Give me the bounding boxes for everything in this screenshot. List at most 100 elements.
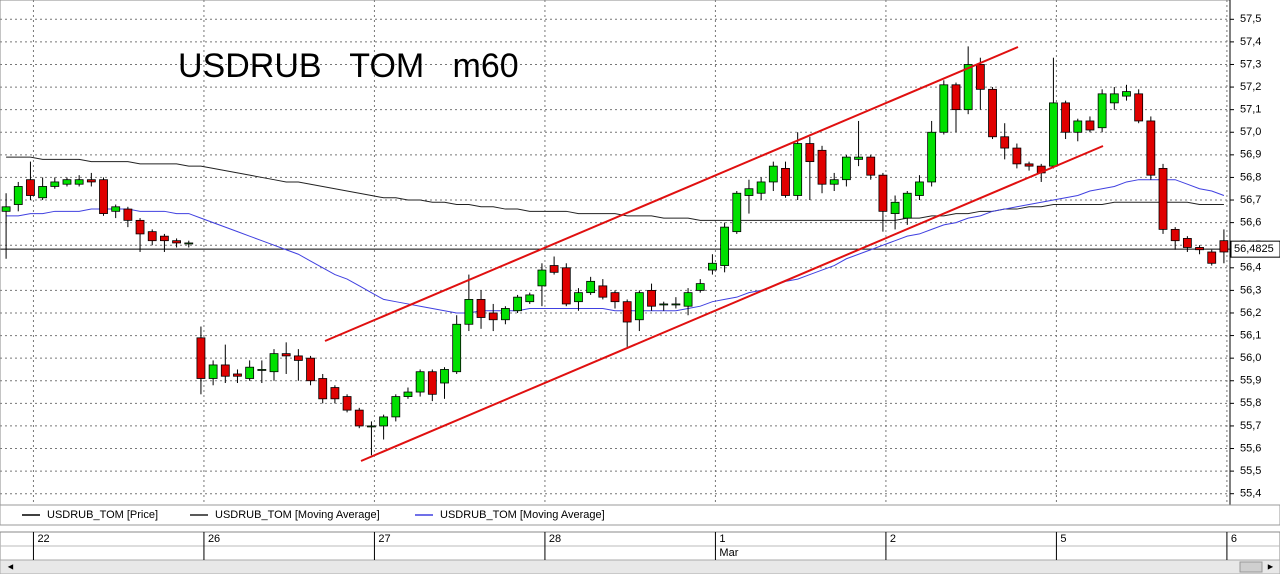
- candle-body: [86, 179, 96, 183]
- candle-body: [720, 226, 730, 266]
- candle-body: [160, 235, 169, 242]
- moving-average-line: [6, 156, 1224, 221]
- candle-body: [756, 181, 766, 194]
- x-tick-label: 27: [378, 533, 390, 545]
- candle-body: [683, 292, 693, 307]
- candle-body: [367, 425, 376, 428]
- x-tick-label: 26: [208, 533, 220, 545]
- candle-body: [549, 265, 559, 273]
- candle-body: [975, 64, 985, 90]
- candle-body: [1134, 93, 1144, 122]
- y-tick-label: 55,9: [1240, 375, 1261, 387]
- candle-body: [306, 357, 315, 382]
- x-tick-label: 22: [37, 533, 49, 545]
- candle-body: [561, 267, 571, 305]
- candle-body: [1146, 120, 1156, 176]
- y-tick-label: 56,0: [1240, 352, 1261, 364]
- x-tick-label: 2: [890, 533, 896, 545]
- y-tick-label: 56,1: [1240, 329, 1261, 341]
- candle-body: [123, 208, 133, 221]
- scrollbar[interactable]: [0, 559, 1280, 574]
- candle-body: [841, 156, 851, 181]
- chart-title: USDRUB TOM m60: [178, 47, 519, 85]
- candle-body: [147, 231, 157, 242]
- y-tick-label: 56,9: [1240, 149, 1261, 161]
- candle-body: [854, 156, 863, 160]
- candle-body: [1, 206, 11, 212]
- candle-body: [1109, 93, 1119, 104]
- candle-body: [902, 192, 912, 219]
- candle-body: [1000, 136, 1010, 149]
- y-tick-label: 57,4: [1240, 36, 1261, 48]
- scroll-thumb[interactable]: [1239, 561, 1263, 573]
- candle-body: [829, 179, 839, 185]
- candle-body: [1182, 238, 1192, 248]
- scroll-left-arrow[interactable]: ◄: [6, 561, 15, 571]
- y-tick-label: 57,0: [1240, 126, 1261, 138]
- candle-body: [184, 242, 194, 245]
- candle-body: [525, 294, 535, 303]
- candle-body: [1024, 163, 1034, 167]
- candle-body: [403, 391, 413, 397]
- candle-body: [196, 337, 206, 379]
- candle-body: [927, 131, 937, 183]
- candle-body: [233, 373, 242, 377]
- candle-body: [13, 186, 23, 205]
- candle-body: [1097, 93, 1107, 129]
- candle-body: [1012, 147, 1022, 165]
- candle-body: [269, 353, 279, 373]
- trend-channel-line: [324, 46, 1019, 342]
- y-tick-label: 56,3: [1240, 284, 1261, 296]
- candle-body: [671, 303, 681, 306]
- candle-body: [257, 369, 267, 371]
- candle-body: [817, 149, 827, 185]
- candle-body: [220, 364, 230, 377]
- candle-body: [99, 179, 108, 214]
- candle-body: [208, 364, 218, 379]
- candle-body: [1195, 247, 1204, 251]
- scroll-right-arrow[interactable]: ►: [1266, 561, 1275, 571]
- y-tick-label: 55,5: [1240, 465, 1261, 477]
- candle-body: [1122, 91, 1131, 97]
- candle-body: [74, 179, 84, 185]
- month-label: Mar: [719, 547, 738, 559]
- legend-label: USDRUB_TOM [Moving Average]: [440, 509, 605, 521]
- last-price-box: [1230, 240, 1280, 258]
- candle-body: [488, 312, 498, 321]
- x-tick-label: 1: [719, 533, 725, 545]
- y-tick-label: 55,7: [1240, 420, 1261, 432]
- candle-body: [1073, 120, 1083, 133]
- candle-body: [951, 84, 961, 111]
- candle-body: [427, 371, 437, 395]
- x-tick-label: 5: [1060, 533, 1066, 545]
- y-tick-label: 56,2: [1240, 307, 1261, 319]
- candle-body: [1170, 228, 1180, 242]
- legend-label: USDRUB_TOM [Moving Average]: [215, 509, 380, 521]
- candle-body: [866, 156, 876, 176]
- y-tick-label: 56,6: [1240, 217, 1261, 229]
- plot: [0, 46, 1230, 456]
- candle-body: [318, 378, 328, 400]
- y-tick-label: 55,8: [1240, 397, 1261, 409]
- candle-body: [805, 143, 815, 163]
- y-tick-label: 56,7: [1240, 194, 1261, 206]
- y-tick-label: 57,3: [1240, 58, 1261, 70]
- candle-body: [26, 179, 35, 196]
- candle-body: [476, 299, 486, 318]
- candle-body: [659, 303, 669, 306]
- candle-body: [500, 308, 510, 321]
- candle-body: [732, 192, 742, 233]
- candle-body: [50, 181, 60, 187]
- candle-body: [915, 181, 924, 196]
- candle-body: [513, 296, 522, 312]
- candle-body: [62, 179, 72, 185]
- y-tick-label: 55,6: [1240, 442, 1261, 454]
- candle-body: [38, 186, 48, 199]
- candle-body: [172, 240, 181, 244]
- candle-body: [391, 396, 401, 418]
- candle-body: [708, 262, 717, 271]
- candle-body: [939, 84, 949, 133]
- candle-body: [622, 301, 632, 323]
- legend-strip: [0, 504, 1280, 526]
